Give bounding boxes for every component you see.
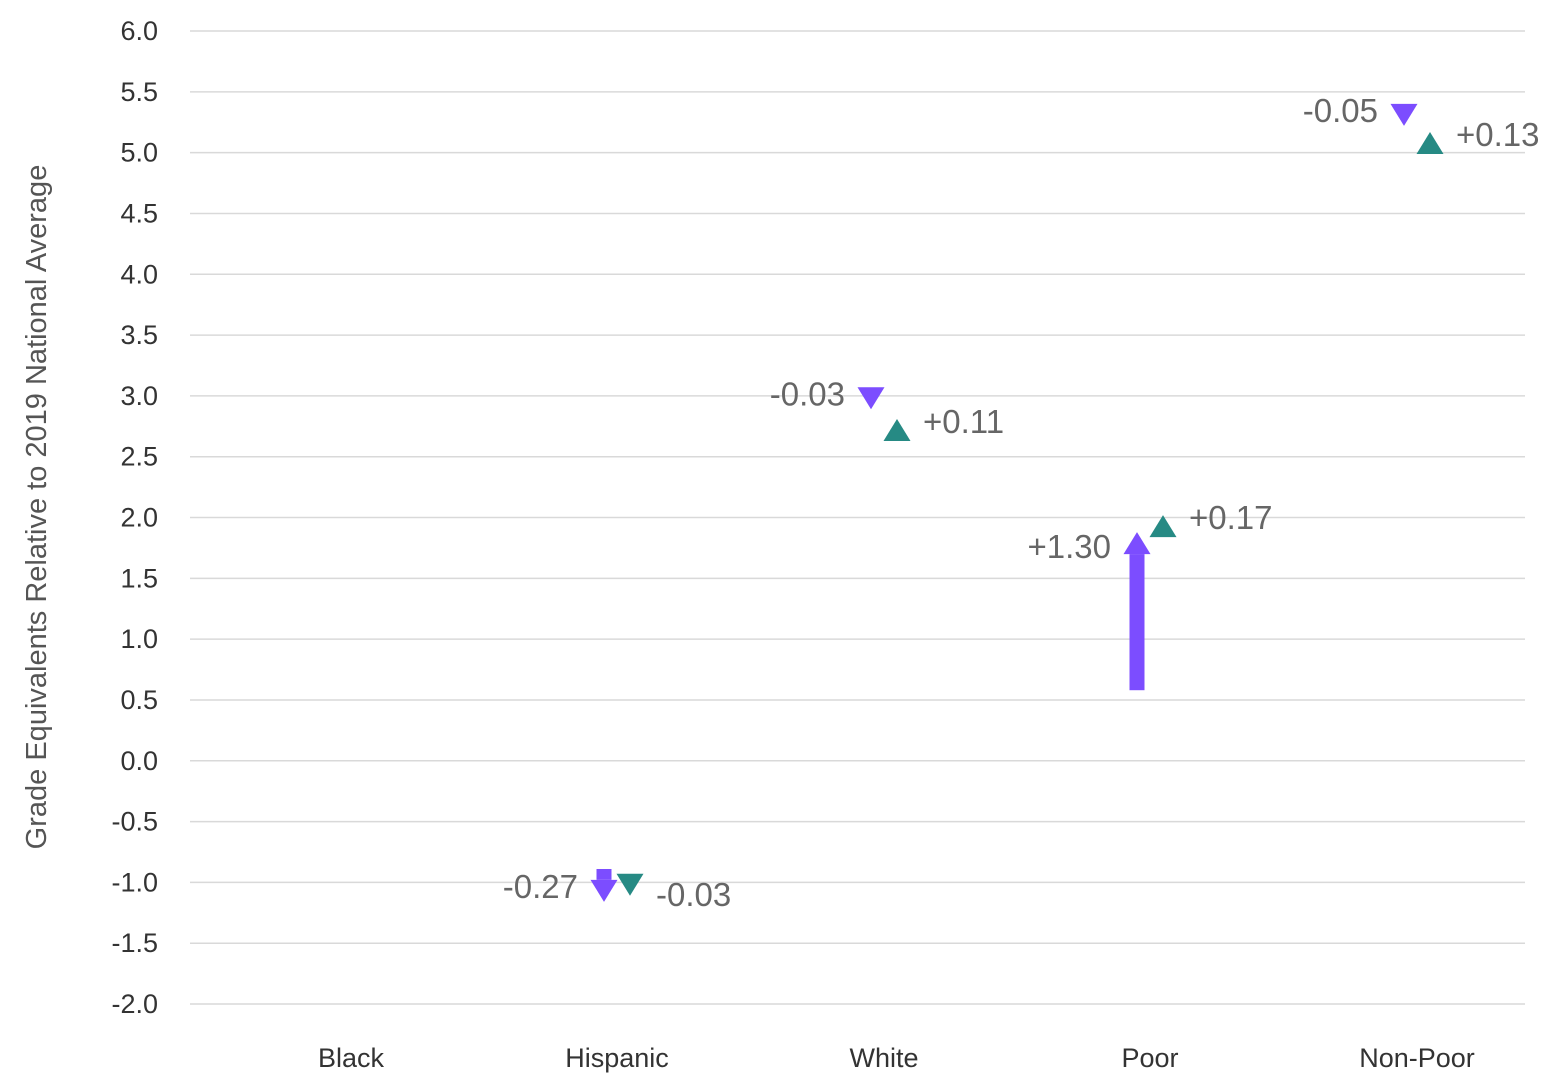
y-tick-label: 2.5	[120, 442, 158, 472]
y-tick-label: 1.0	[120, 624, 158, 654]
y-tick-label: 3.0	[120, 381, 158, 411]
arrow-head	[883, 418, 911, 441]
y-tick-label: -1.0	[111, 867, 158, 897]
y-tick-label: 4.5	[120, 198, 158, 228]
arrow-head	[1123, 532, 1151, 555]
arrow-head	[590, 879, 618, 902]
arrow-mark	[883, 418, 911, 441]
arrow-mark	[590, 868, 618, 902]
arrow-head	[1416, 131, 1444, 154]
arrow-mark	[857, 387, 885, 410]
y-tick-label: -2.0	[111, 989, 158, 1019]
y-axis-title: Grade Equivalents Relative to 2019 Natio…	[21, 165, 53, 850]
arrow-mark	[1149, 515, 1177, 538]
y-tick-label: 0.5	[120, 685, 158, 715]
data-label: -0.03	[656, 876, 731, 913]
y-tick-label: 4.0	[120, 259, 158, 289]
arrow-mark	[616, 873, 644, 896]
data-label: +0.17	[1189, 499, 1273, 536]
x-category-label: Black	[318, 1043, 385, 1073]
y-tick-label: -0.5	[111, 807, 158, 837]
y-axis-tick-labels: 6.0 5.5 5.0 4.5 4.0 3.5 3.0 2.5 2.0 1.5 1.0 0.5 0.0 -…	[111, 16, 158, 1019]
arrow-mark	[1123, 532, 1151, 691]
arrow-shaft	[596, 868, 612, 880]
x-category-label: Hispanic	[565, 1043, 669, 1073]
y-tick-label: 0.0	[120, 746, 158, 776]
arrow-marks	[590, 103, 1444, 902]
arrow-shaft	[1129, 554, 1145, 691]
arrow-head	[857, 387, 885, 410]
y-tick-label: 3.5	[120, 320, 158, 350]
x-category-label: Non-Poor	[1359, 1043, 1475, 1073]
y-tick-label: 6.0	[120, 16, 158, 46]
gridlines	[190, 30, 1525, 1005]
data-label: -0.05	[1303, 92, 1378, 129]
arrow-mark	[1390, 103, 1418, 126]
data-label: -0.27	[503, 868, 578, 905]
y-tick-label: -1.5	[111, 928, 158, 958]
y-tick-label: 5.0	[120, 138, 158, 168]
data-label: +0.11	[923, 403, 1004, 440]
arrow-head	[1149, 515, 1177, 538]
y-tick-label: 1.5	[120, 563, 158, 593]
x-category-label: Poor	[1121, 1043, 1178, 1073]
data-label: +1.30	[1028, 528, 1112, 565]
arrow-mark	[1416, 131, 1444, 154]
x-category-label: White	[849, 1043, 918, 1073]
y-tick-label: 2.0	[120, 503, 158, 533]
data-label: -0.03	[770, 375, 845, 412]
x-axis-category-labels: Black Hispanic White Poor Non-Poor	[318, 1043, 1475, 1073]
data-labels: -0.27 -0.03 +1.30 -0.05 -0.03 +0.11 +0.17 +0.13	[503, 92, 1540, 913]
y-tick-label: 5.5	[120, 77, 158, 107]
arrow-head	[616, 873, 644, 896]
arrow-head	[1390, 103, 1418, 126]
data-label: +0.13	[1456, 116, 1540, 153]
